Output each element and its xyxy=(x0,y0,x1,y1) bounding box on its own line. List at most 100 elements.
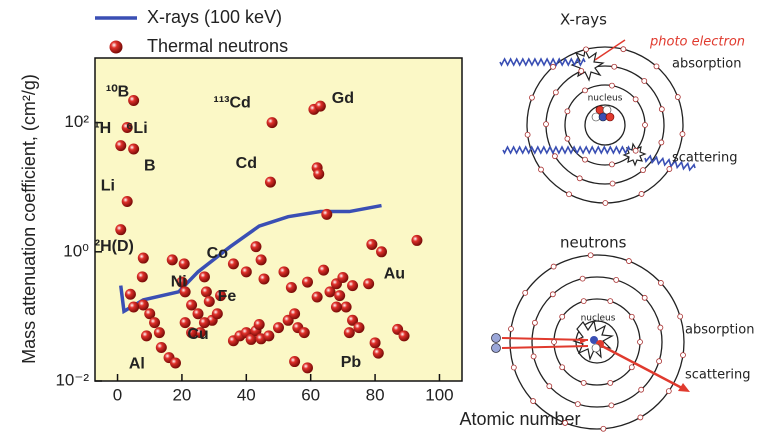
electron xyxy=(565,136,570,141)
neutron-point xyxy=(411,235,422,246)
y-tick-label: 10² xyxy=(64,112,89,131)
neutron-point xyxy=(241,266,252,277)
electron xyxy=(626,259,631,264)
electron xyxy=(567,192,572,197)
neutron-point xyxy=(179,258,190,269)
electron xyxy=(667,167,672,172)
electron xyxy=(538,167,543,172)
electron xyxy=(643,123,648,128)
neutron-point xyxy=(137,271,148,282)
legend-label: Thermal neutrons xyxy=(147,36,288,56)
electron xyxy=(525,132,530,137)
electron xyxy=(583,157,588,162)
annotation: Au xyxy=(384,265,405,282)
neutron-point xyxy=(170,357,181,368)
electron xyxy=(675,95,680,100)
neutron-point xyxy=(334,290,345,301)
electron xyxy=(553,90,558,95)
neutron-point xyxy=(299,327,310,338)
electron xyxy=(608,380,613,385)
annotation: Fe xyxy=(218,288,237,305)
annotation: Cu xyxy=(187,326,208,343)
x-tick-label: 60 xyxy=(301,385,320,404)
neutron-point xyxy=(250,241,261,252)
annotation: Cd xyxy=(236,155,257,172)
electron xyxy=(579,68,584,73)
neutron xyxy=(492,334,501,343)
electron xyxy=(633,148,638,153)
figure: Atomic number Mass attenuation coefficie… xyxy=(0,0,762,436)
electron xyxy=(654,64,659,69)
electron xyxy=(547,384,552,389)
electron xyxy=(657,359,662,364)
electron xyxy=(580,276,585,281)
neutron-point xyxy=(331,301,342,312)
electron xyxy=(552,154,557,159)
neutron-point xyxy=(128,301,139,312)
neutron-point xyxy=(302,277,313,288)
legend-swatch xyxy=(110,41,123,54)
electron xyxy=(659,140,664,145)
neutron-point xyxy=(128,95,139,106)
neutron-point xyxy=(193,308,204,319)
electron xyxy=(638,415,643,420)
electron xyxy=(640,168,645,173)
neutron-point xyxy=(201,286,212,297)
neutron-point xyxy=(313,169,324,180)
electron xyxy=(642,295,647,300)
electron xyxy=(588,253,593,258)
neutron-point xyxy=(366,239,377,250)
neutron-point xyxy=(273,322,284,333)
neutron-point xyxy=(286,282,297,293)
electron xyxy=(659,107,664,112)
electron xyxy=(551,64,556,69)
electron xyxy=(577,176,582,181)
neutron-point xyxy=(259,273,270,284)
annotation: ¹⁰B xyxy=(106,83,129,100)
electron xyxy=(583,88,588,93)
electron xyxy=(551,264,556,269)
electron xyxy=(581,299,586,304)
electron xyxy=(511,365,516,370)
electron xyxy=(575,402,580,407)
neutron-point xyxy=(347,280,358,291)
electron xyxy=(529,95,534,100)
electron xyxy=(658,280,663,285)
neutron-path xyxy=(502,346,588,348)
electron xyxy=(508,326,513,331)
annotation: ¹H xyxy=(94,120,111,137)
electron xyxy=(531,354,536,359)
neutron-point xyxy=(267,117,278,128)
neutron-point xyxy=(265,177,276,188)
electron xyxy=(666,389,671,394)
electron xyxy=(678,314,683,319)
electron xyxy=(603,200,608,205)
x-tick-label: 40 xyxy=(237,385,256,404)
electron xyxy=(550,292,555,297)
neutron-point xyxy=(115,140,126,151)
neutron-point xyxy=(399,330,410,341)
electron xyxy=(629,314,634,319)
neutron-point xyxy=(149,317,160,328)
electron xyxy=(680,132,685,137)
electron xyxy=(621,47,626,52)
neutron-point xyxy=(289,356,300,367)
xray-wave xyxy=(503,147,630,153)
x-tick-label: 80 xyxy=(366,385,385,404)
absorption-burst xyxy=(572,50,603,80)
neutron-point xyxy=(376,246,387,257)
annotation: ⁶Li xyxy=(126,120,148,137)
diagram: X-rays photo electron absorption nucleus… xyxy=(492,11,755,432)
electron xyxy=(560,314,565,319)
legend-label: X-rays (100 keV) xyxy=(147,7,282,27)
electron xyxy=(614,277,619,282)
neutron-point xyxy=(156,342,167,353)
neutron-point xyxy=(204,296,215,307)
y-axis-label: Mass attenuation coefficient, (cm²/g) xyxy=(19,74,39,364)
electron xyxy=(531,399,536,404)
annotation: Li xyxy=(101,177,115,194)
y-tick-label: 10⁻² xyxy=(55,370,89,389)
electron xyxy=(633,97,638,102)
neutron-point xyxy=(315,101,326,112)
neutron-point xyxy=(256,254,267,265)
